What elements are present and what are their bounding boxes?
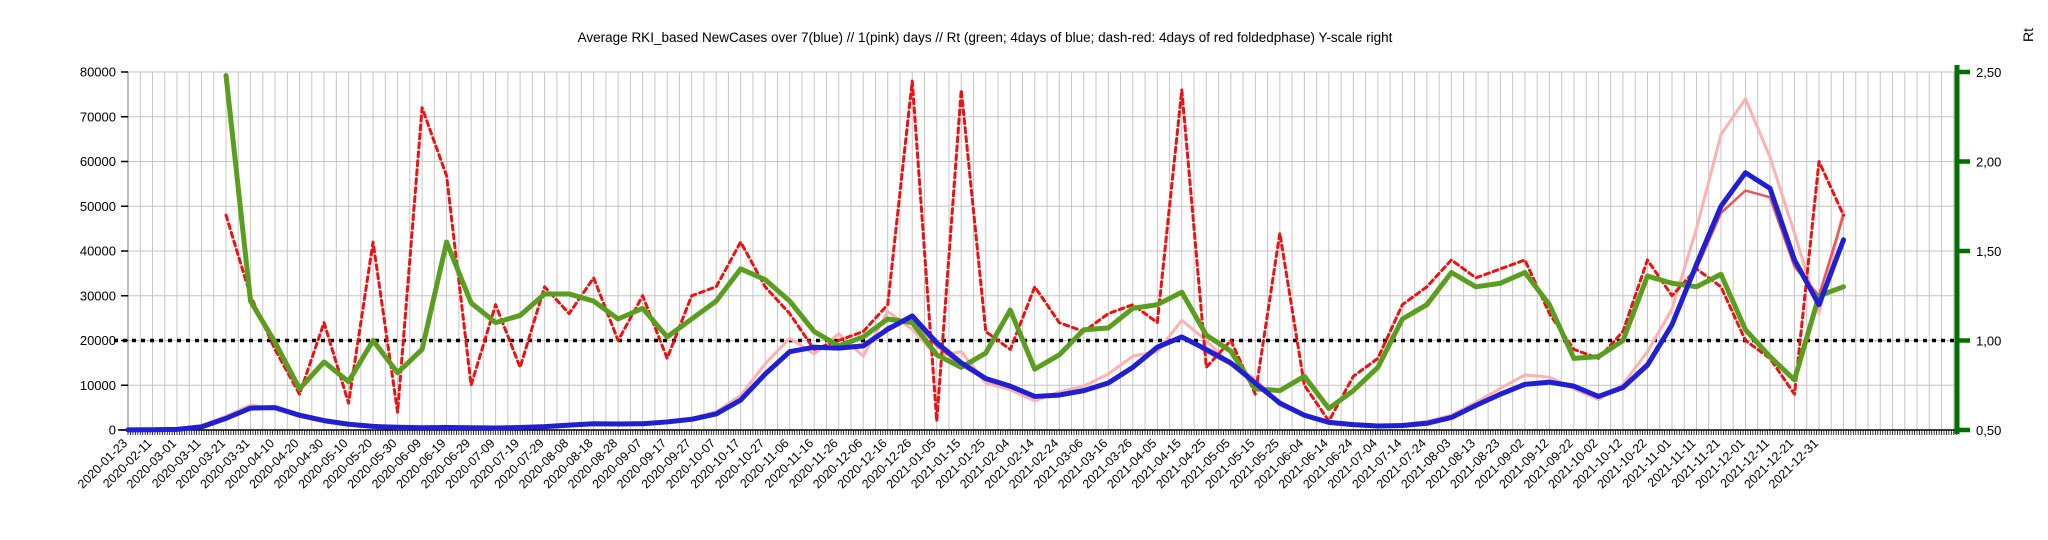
right-axis-ticks	[1957, 69, 1970, 433]
y-right-tick-label: 0,50	[1976, 423, 2001, 438]
y-left-tick-label: 20000	[80, 333, 116, 348]
chart-title: Average RKI_based NewCases over 7(blue) …	[577, 30, 1393, 45]
y-right-tick-label: 1,00	[1976, 334, 2001, 349]
grid-horizontal	[128, 71, 1957, 386]
series-newcases-7-day-average-blue	[125, 170, 1847, 433]
y-left-tick-label: 40000	[80, 244, 116, 259]
series-rt-green-4days-of-blue	[223, 73, 1847, 412]
bottom-minor-ticks	[127, 430, 1957, 435]
y-right-tick-label: 2,00	[1976, 155, 2001, 170]
y-left-tick-label: 10000	[80, 378, 116, 393]
y-left-tick-label: 0	[109, 423, 116, 438]
y-left-tick-label: 30000	[80, 288, 116, 303]
left-axis-ticks	[121, 71, 128, 431]
series-rt-dash-red-4days-of-red-foldedphase	[224, 79, 1846, 423]
y-left-tick-label: 70000	[80, 109, 116, 124]
y-right-tick-label: 2,50	[1976, 65, 2001, 80]
y-right-tick-label: 1,50	[1976, 244, 2001, 259]
y-left-tick-label: 60000	[80, 154, 116, 169]
y-left-tick-label: 50000	[80, 199, 116, 214]
y-left-tick-label: 80000	[80, 65, 116, 80]
